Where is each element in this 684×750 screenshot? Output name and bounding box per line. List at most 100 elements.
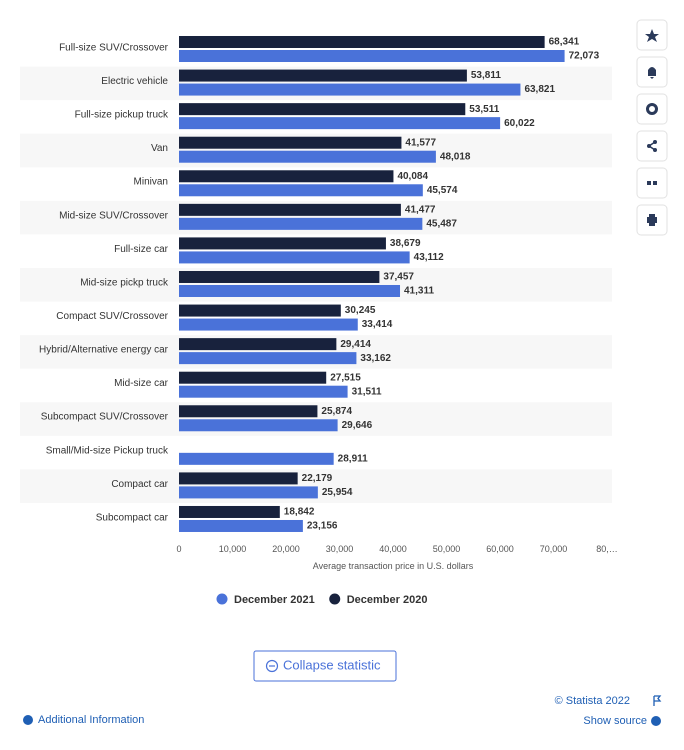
bar (179, 338, 337, 351)
legend-label: December 2021 (234, 594, 315, 606)
x-tick-label: 80,… (596, 544, 618, 554)
y-tick-label: Full-size SUV/Crossover (59, 42, 169, 53)
bar (179, 150, 436, 163)
gear-icon (646, 103, 658, 115)
x-tick-label: 10,000 (219, 544, 247, 554)
x-tick-label: 60,000 (486, 544, 514, 554)
bar (179, 385, 348, 398)
bar (179, 69, 467, 82)
y-tick-label: Mid-size SUV/Crossover (59, 210, 169, 221)
value-label: 40,084 (397, 171, 428, 182)
legend-swatch (216, 593, 228, 605)
legend-label: December 2020 (347, 594, 428, 606)
flag-icon (653, 695, 662, 706)
quote-icon (647, 181, 657, 185)
x-tick-label: 70,000 (540, 544, 568, 554)
y-tick-label: Small/Mid-size Pickup truck (46, 445, 169, 456)
value-label: 23,156 (307, 521, 338, 532)
x-tick-label: 40,000 (379, 544, 407, 554)
additional-info[interactable]: Additional Information (38, 714, 144, 726)
bar (179, 36, 545, 48)
value-label: 31,511 (352, 386, 382, 397)
bar (179, 352, 357, 365)
bar (179, 237, 386, 250)
x-tick-label: 0 (176, 544, 181, 554)
cite-button[interactable] (636, 167, 668, 199)
copyright[interactable]: © Statista 2022 (555, 695, 630, 707)
value-label: 38,679 (390, 238, 421, 249)
value-label: 41,311 (404, 286, 434, 297)
value-label: 28,911 (338, 453, 368, 464)
bell-icon (648, 67, 656, 79)
value-label: 30,245 (345, 305, 376, 316)
legend-swatch (329, 593, 341, 605)
value-label: 33,414 (362, 319, 393, 330)
bar (179, 270, 380, 283)
value-label: 33,162 (360, 353, 391, 364)
value-label: 37,457 (383, 272, 414, 283)
collapse-icon (265, 659, 279, 673)
value-label: 18,842 (284, 507, 315, 518)
bar (179, 184, 423, 197)
value-label: 63,821 (524, 84, 555, 95)
value-label: 41,577 (405, 137, 436, 148)
value-label: 43,112 (414, 252, 444, 263)
button-frame[interactable] (253, 650, 397, 682)
star-icon (645, 29, 659, 42)
share-dot (647, 144, 651, 148)
y-tick-label: Compact SUV/Crossover (56, 311, 168, 322)
value-label: 29,414 (340, 339, 371, 350)
y-tick-label: Compact car (111, 479, 168, 490)
value-label: 27,515 (330, 372, 361, 383)
x-tick-label: 20,000 (272, 544, 300, 554)
y-tick-label: Hybrid/Alternative energy car (39, 345, 169, 356)
share-dot (653, 140, 657, 144)
bar (179, 117, 501, 130)
value-label: 45,487 (426, 218, 457, 229)
share-button[interactable] (636, 130, 668, 162)
y-tick-label: Minivan (134, 177, 168, 188)
print-icon (647, 214, 657, 226)
show-source[interactable]: Show source (583, 715, 647, 727)
value-label: 53,511 (469, 104, 499, 115)
bar (179, 519, 303, 532)
value-label: 41,477 (405, 204, 436, 215)
bar (179, 419, 338, 432)
value-label: 25,874 (321, 406, 352, 417)
collapse-button[interactable]: Collapse statistic (253, 650, 397, 682)
y-tick-label: Full-size pickup truck (75, 110, 169, 121)
x-tick-label: 30,000 (326, 544, 354, 554)
bar (179, 486, 318, 499)
y-tick-label: Electric vehicle (101, 76, 168, 87)
bar (179, 405, 318, 418)
bar (179, 136, 402, 149)
y-tick-label: Mid-size pickp truck (80, 277, 169, 288)
info-icon (23, 715, 33, 725)
bar (179, 170, 394, 183)
y-tick-label: Mid-size car (114, 378, 169, 389)
bar (179, 371, 327, 384)
value-label: 45,574 (427, 185, 458, 196)
value-label: 72,073 (569, 51, 600, 62)
share-dot (653, 148, 657, 152)
bar (179, 203, 401, 216)
value-label: 25,954 (322, 487, 353, 498)
y-tick-label: Subcompact car (96, 512, 169, 523)
bar (179, 50, 565, 62)
settings-button[interactable] (636, 93, 668, 125)
x-tick-label: 50,000 (433, 544, 461, 554)
value-label: 29,646 (342, 420, 373, 431)
x-axis-label: Average transaction price in U.S. dollar… (313, 561, 474, 571)
value-label: 48,018 (440, 151, 471, 162)
y-tick-label: Subcompact SUV/Crossover (41, 412, 169, 423)
toolbar (636, 19, 668, 236)
info-icon (651, 716, 661, 726)
bar (179, 251, 410, 264)
value-label: 68,341 (549, 37, 580, 48)
button-label[interactable]: Collapse statistic (283, 657, 381, 672)
y-tick-label: Full-size car (114, 244, 169, 255)
bar (179, 304, 341, 317)
bar (179, 83, 521, 96)
y-tick-label: Van (151, 143, 168, 154)
